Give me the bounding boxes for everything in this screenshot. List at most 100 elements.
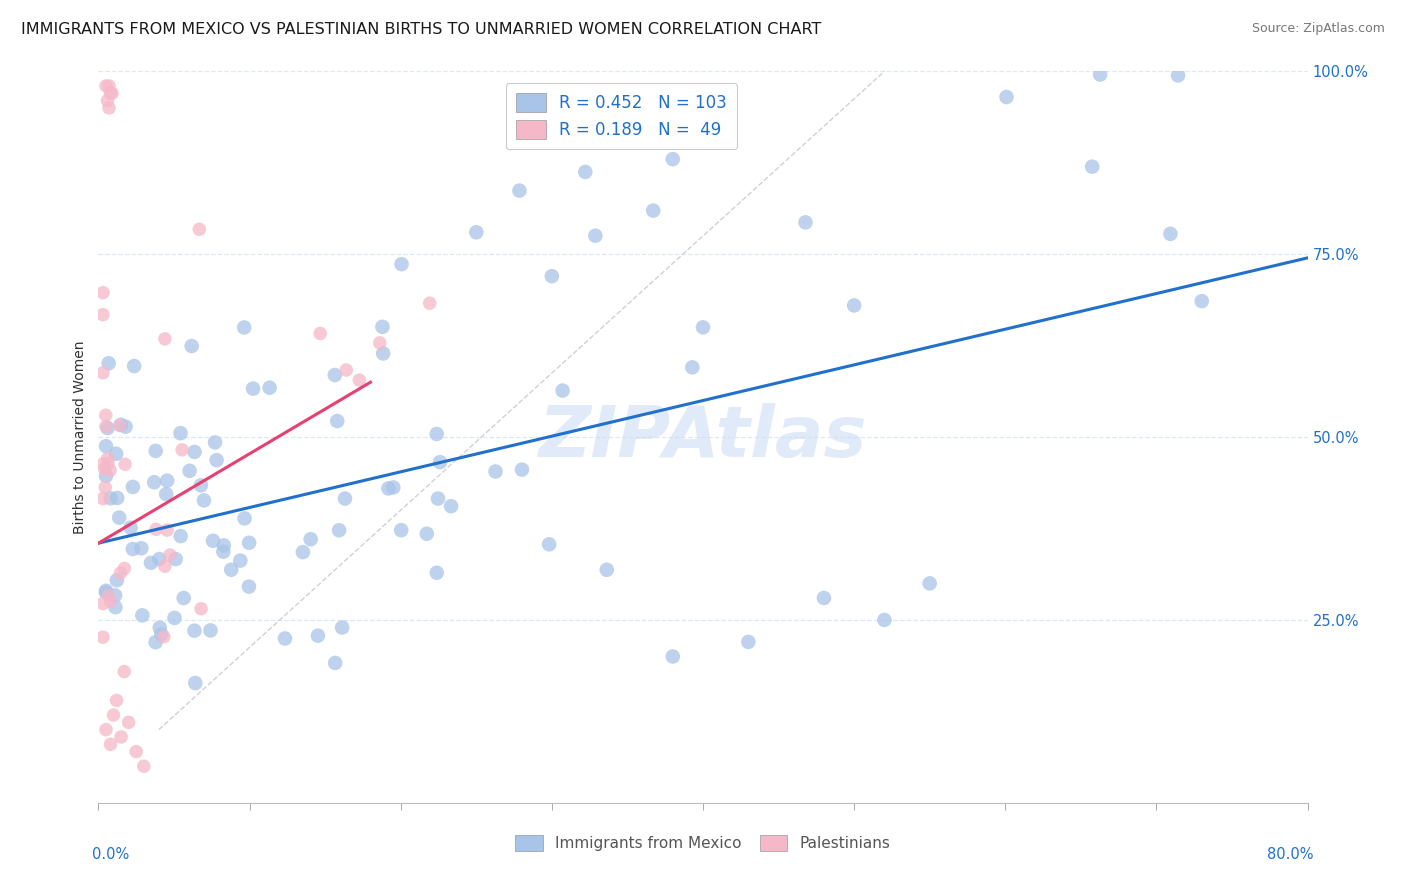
Point [114, 419, 136, 434]
Point [661, 152, 683, 166]
Point [323, 368, 346, 382]
Point [238, 580, 260, 594]
Point [91, 285, 114, 300]
Point [995, 90, 1018, 104]
Point [193, 493, 215, 508]
Point [94, 419, 117, 434]
Point [97, 421, 120, 435]
Point [538, 537, 561, 551]
Point [118, 715, 141, 730]
Text: 80.0%: 80.0% [1267, 847, 1313, 862]
Point [94, 723, 117, 737]
Point [97, 456, 120, 470]
Point [1081, 160, 1104, 174]
Point [259, 381, 281, 395]
Point [91, 597, 114, 611]
Point [121, 541, 143, 556]
Point [94, 462, 117, 476]
Point [583, 228, 606, 243]
Point [692, 320, 714, 334]
Point [145, 443, 167, 458]
Point [540, 269, 562, 284]
Point [242, 382, 264, 396]
Point [844, 298, 866, 312]
Point [153, 559, 176, 574]
Point [103, 708, 125, 723]
Point [643, 203, 665, 218]
Point [145, 635, 167, 649]
Point [159, 548, 181, 562]
Point [183, 624, 205, 638]
Text: ZIPAtlas: ZIPAtlas [538, 402, 868, 472]
Point [326, 414, 349, 428]
Point [110, 417, 132, 432]
Point [335, 363, 357, 377]
Point [426, 566, 449, 580]
Point [94, 480, 117, 494]
Point [813, 591, 835, 605]
Point [429, 455, 451, 469]
Point [105, 574, 128, 588]
Point [91, 491, 114, 506]
Point [377, 482, 399, 496]
Point [371, 319, 394, 334]
Point [110, 730, 132, 744]
Point [596, 563, 619, 577]
Point [1088, 68, 1111, 82]
Point [323, 656, 346, 670]
Point [105, 447, 128, 461]
Point [163, 611, 186, 625]
Point [100, 594, 122, 608]
Point [112, 561, 135, 575]
Point [143, 475, 166, 490]
Point [98, 78, 121, 93]
Point [484, 465, 506, 479]
Point [330, 621, 353, 635]
Point [145, 522, 167, 536]
Point [328, 523, 350, 537]
Point [1191, 294, 1213, 309]
Point [190, 601, 212, 615]
Point [307, 629, 329, 643]
Point [148, 552, 170, 566]
Point [205, 453, 228, 467]
Text: IMMIGRANTS FROM MEXICO VS PALESTINIAN BIRTHS TO UNMARRIED WOMEN CORRELATION CHAR: IMMIGRANTS FROM MEXICO VS PALESTINIAN BI… [21, 22, 821, 37]
Point [105, 491, 128, 505]
Point [427, 491, 450, 506]
Point [510, 462, 533, 476]
Point [416, 526, 439, 541]
Point [204, 435, 226, 450]
Point [219, 563, 242, 577]
Point [100, 737, 122, 751]
Point [169, 426, 191, 441]
Point [661, 649, 683, 664]
Point [149, 621, 172, 635]
Point [172, 442, 194, 457]
Point [440, 499, 463, 513]
Point [180, 339, 202, 353]
Point [120, 521, 142, 535]
Point [153, 332, 176, 346]
Point [150, 627, 173, 641]
Point [104, 600, 127, 615]
Point [419, 296, 441, 310]
Point [233, 320, 256, 334]
Point [212, 538, 235, 552]
Point [131, 608, 153, 623]
Y-axis label: Births to Unmarried Women: Births to Unmarried Women [73, 341, 87, 533]
Point [299, 532, 322, 546]
Point [100, 87, 122, 101]
Point [165, 552, 187, 566]
Point [202, 533, 225, 548]
Point [173, 591, 195, 605]
Point [200, 624, 222, 638]
Point [125, 745, 148, 759]
Text: Source: ZipAtlas.com: Source: ZipAtlas.com [1251, 22, 1385, 36]
Point [274, 632, 297, 646]
Point [122, 480, 145, 494]
Point [229, 553, 252, 567]
Point [918, 576, 941, 591]
Point [131, 541, 153, 556]
Point [551, 384, 574, 398]
Point [212, 544, 235, 558]
